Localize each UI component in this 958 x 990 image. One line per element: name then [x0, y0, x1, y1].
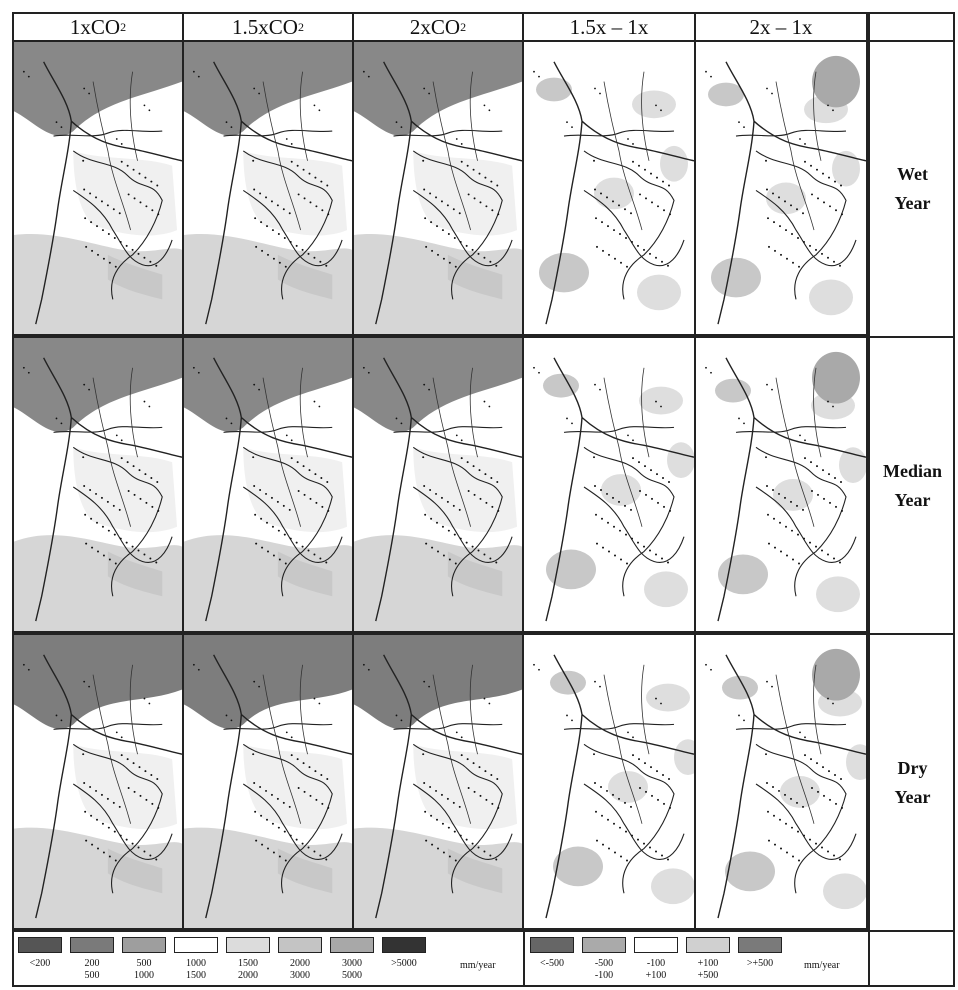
- legend-class-label: 200 500: [84, 958, 100, 981]
- map-panel: [184, 635, 354, 930]
- legend-difference: mm/year <-500 -500 -100 -100 +100 +100 +500…: [526, 932, 868, 987]
- column-header-text: 1.5x – 1x: [569, 14, 649, 39]
- legend-swatch: [122, 937, 166, 953]
- legend-class-label: >+500: [746, 958, 774, 969]
- map-panel: [184, 42, 354, 336]
- legend-swatch: [330, 937, 374, 953]
- row-label-dry: Dry Year: [870, 635, 955, 930]
- map-panel: [524, 42, 696, 336]
- map-graphic: [354, 635, 522, 928]
- legend-class-label: -500 -100: [594, 958, 614, 981]
- column-header-2x: 2xCO 2: [354, 14, 524, 40]
- legend-swatch: [530, 937, 574, 953]
- column-header-2x-minus-1x: 2x – 1x: [696, 14, 868, 40]
- legend-class-label: >5000: [391, 958, 417, 969]
- legend-class-label: <-500: [540, 958, 564, 969]
- column-header-subscript: 2: [460, 19, 467, 34]
- map-panel: [524, 338, 696, 633]
- legend-unit: mm/year: [804, 960, 840, 971]
- legend-swatch: [686, 937, 730, 953]
- map-graphic: [184, 338, 352, 631]
- map-graphic: [705, 648, 866, 919]
- legend-unit: mm/year: [460, 960, 496, 971]
- row-label-line1: Wet: [897, 164, 928, 185]
- row-label-line2: Year: [894, 786, 931, 807]
- map-graphic: [184, 635, 352, 928]
- legend-swatch: [70, 937, 114, 953]
- legend-swatch: [18, 937, 62, 953]
- map-panel: [354, 635, 524, 930]
- row-label-median: Median Year: [870, 338, 955, 633]
- map-graphic: [354, 338, 522, 631]
- legend-swatch: [582, 937, 626, 953]
- legend-divider: [12, 930, 955, 932]
- map-graphic: [533, 61, 694, 325]
- map-panel: [354, 42, 524, 336]
- legend-swatch: [278, 937, 322, 953]
- map-panel: [354, 338, 524, 633]
- legend-swatch: [174, 937, 218, 953]
- row-label-line2: Year: [894, 193, 931, 213]
- row-label-line1: Median: [882, 460, 942, 481]
- figure-frame: [12, 12, 955, 987]
- map-panel: [696, 42, 868, 336]
- legend-class-label: 1500 2000: [238, 958, 258, 981]
- legend-swatch: [738, 937, 782, 953]
- map-graphic: [14, 42, 182, 334]
- map-panel: [524, 635, 696, 930]
- map-panel: [14, 42, 184, 336]
- row-divider: [12, 633, 955, 635]
- map-panel: [14, 338, 184, 633]
- header-divider: [12, 40, 955, 42]
- map-graphic: [533, 654, 694, 919]
- legend-swatch: [634, 937, 678, 953]
- legend-absolute: mm/year <200 200 500 500 1000 1000 1500 1500…: [14, 932, 522, 987]
- legend-class-label: 500 1000: [134, 958, 154, 981]
- legend-class-label: -100 +100: [645, 958, 667, 981]
- map-graphic: [533, 357, 694, 622]
- column-header-text: 2x – 1x: [749, 14, 813, 39]
- map-graphic: [705, 55, 866, 325]
- legend-separator: [523, 930, 525, 987]
- column-header-subscript: 2: [120, 19, 127, 34]
- map-panel: [184, 338, 354, 633]
- map-graphic: [354, 42, 522, 334]
- map-graphic: [14, 338, 182, 631]
- map-panel: [14, 635, 184, 930]
- column-header-text: 1xCO: [69, 14, 121, 39]
- legend-class-label: 1000 1500: [186, 958, 206, 981]
- row-label-line1: Dry: [897, 757, 928, 778]
- column-header-subscript: 2: [297, 19, 304, 34]
- map-graphic: [14, 635, 182, 928]
- legend-class-label: +100 +500: [697, 958, 719, 981]
- legend-swatch: [226, 937, 270, 953]
- column-header-1x: 1xCO 2: [14, 14, 184, 40]
- legend-class-label: 3000 5000: [342, 958, 362, 981]
- legend-swatch: [382, 937, 426, 953]
- map-graphic: [184, 42, 352, 334]
- map-panel: [696, 338, 868, 633]
- row-divider: [12, 336, 955, 338]
- map-panel: [696, 635, 868, 930]
- legend-class-label: <200: [29, 958, 51, 969]
- column-header-1.5x: 1.5xCO 2: [184, 14, 354, 40]
- legend-class-label: 2000 3000: [290, 958, 310, 981]
- column-header-text: 2xCO: [409, 14, 461, 39]
- row-label-wet: Wet Year: [870, 42, 955, 336]
- label-column-divider: [868, 12, 870, 987]
- map-graphic: [705, 351, 866, 622]
- column-header-text: 1.5xCO: [232, 14, 298, 39]
- column-header-1.5x-minus-1x: 1.5x – 1x: [524, 14, 696, 40]
- row-label-line2: Year: [894, 489, 931, 510]
